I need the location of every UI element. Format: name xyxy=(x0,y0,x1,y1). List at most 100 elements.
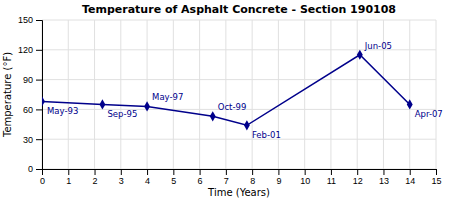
axis-line xyxy=(43,170,437,176)
tick: 5 xyxy=(171,169,176,186)
grid-line xyxy=(225,20,226,169)
grid-line xyxy=(199,20,200,169)
tick-mark xyxy=(200,169,201,175)
point-label: Apr-07 xyxy=(415,109,443,119)
point-label: May-97 xyxy=(152,92,183,102)
tick: 150 xyxy=(18,15,42,25)
point-label: Feb-01 xyxy=(252,130,281,140)
tick: 13 xyxy=(379,169,389,186)
tick-label: 7 xyxy=(224,176,229,186)
tick-mark xyxy=(36,109,42,110)
grid-line xyxy=(42,79,436,80)
tick: 6 xyxy=(198,169,203,186)
tick: 12 xyxy=(353,169,363,186)
tick-label: 12 xyxy=(353,176,363,186)
tick-label: 2 xyxy=(93,176,98,186)
y-axis: 0 30 60 90 120 150 xyxy=(18,15,43,174)
axis-line xyxy=(36,21,43,170)
x-axis: 0123456789101112131415 xyxy=(40,169,442,186)
tick-mark xyxy=(36,139,42,140)
grid-line xyxy=(330,20,331,169)
line xyxy=(42,55,410,126)
point xyxy=(144,101,150,111)
tick-mark xyxy=(436,169,437,175)
tick-mark xyxy=(36,169,42,170)
grid-line xyxy=(68,20,69,169)
tick-label: 0 xyxy=(28,164,33,174)
tick: 4 xyxy=(145,169,150,186)
tick-mark xyxy=(36,50,42,51)
point-label: Jun-05 xyxy=(364,41,392,51)
tick: 1 xyxy=(66,169,71,186)
tick: 10 xyxy=(300,169,310,186)
tick-label: 9 xyxy=(276,176,281,186)
tick-mark xyxy=(410,169,411,175)
tick-mark xyxy=(36,80,42,81)
point-label: Oct-99 xyxy=(218,102,247,112)
point xyxy=(407,99,413,109)
point xyxy=(210,111,216,121)
tick-mark xyxy=(278,169,279,175)
tick-label: 10 xyxy=(300,176,310,186)
tick-mark xyxy=(121,169,122,175)
point-label: May-93 xyxy=(47,106,78,116)
tick: 60 xyxy=(23,105,42,115)
tick-mark xyxy=(383,169,384,175)
title: Temperature of Asphalt Concrete - Sectio… xyxy=(82,3,396,16)
tick: 3 xyxy=(119,169,124,186)
grid-line xyxy=(147,20,148,169)
grid-line xyxy=(120,20,121,169)
tick-label: 15 xyxy=(431,176,441,186)
tick-label: 1 xyxy=(66,176,71,186)
tick: 0 xyxy=(40,169,45,186)
grid xyxy=(42,20,436,169)
grid-line xyxy=(42,20,436,21)
tick: 0 xyxy=(28,164,42,174)
tick-label: 90 xyxy=(23,75,33,85)
tick-label: 13 xyxy=(379,176,389,186)
grid-line xyxy=(94,20,95,169)
tick-mark xyxy=(68,169,69,175)
grid-line xyxy=(252,20,253,169)
tick: 15 xyxy=(431,169,441,186)
point xyxy=(244,120,250,130)
tick-mark xyxy=(36,20,42,21)
tick: 14 xyxy=(405,169,415,186)
chart: 01234567891011121314150306090120150May-9… xyxy=(0,0,450,199)
grid-line xyxy=(42,139,436,140)
tick: 90 xyxy=(23,75,42,85)
grid-line xyxy=(278,20,279,169)
grid-line xyxy=(409,20,410,169)
point-label: Sep-95 xyxy=(107,109,137,119)
tick: 2 xyxy=(93,169,98,186)
tick: 120 xyxy=(18,45,42,55)
tick-label: 60 xyxy=(23,105,33,115)
tick-label: 30 xyxy=(23,135,33,145)
tick: 9 xyxy=(276,169,281,186)
tick-label: 4 xyxy=(145,176,150,186)
tick-label: 0 xyxy=(40,176,45,186)
tick-mark xyxy=(226,169,227,175)
plot: 01234567891011121314150306090120150May-9… xyxy=(18,15,443,186)
tick-label: 14 xyxy=(405,176,415,186)
tick-label: 8 xyxy=(250,176,255,186)
tick: 8 xyxy=(250,169,255,186)
tick-label: 150 xyxy=(18,15,33,25)
tick-label: 11 xyxy=(327,176,336,186)
x-axis-title: Time (Years) xyxy=(207,187,270,198)
tick-label: 6 xyxy=(198,176,203,186)
tick-label: 120 xyxy=(18,45,33,55)
point xyxy=(42,96,45,106)
tick-mark xyxy=(357,169,358,175)
point xyxy=(99,99,105,109)
tick: 11 xyxy=(327,169,336,186)
tick-mark xyxy=(173,169,174,175)
tick: 30 xyxy=(23,135,42,145)
grid-line xyxy=(357,20,358,169)
tick-mark xyxy=(305,169,306,175)
tick-label: 3 xyxy=(119,176,124,186)
tick: 7 xyxy=(224,169,229,186)
grid-line xyxy=(304,20,305,169)
point xyxy=(357,50,363,60)
grid-line xyxy=(436,20,437,169)
